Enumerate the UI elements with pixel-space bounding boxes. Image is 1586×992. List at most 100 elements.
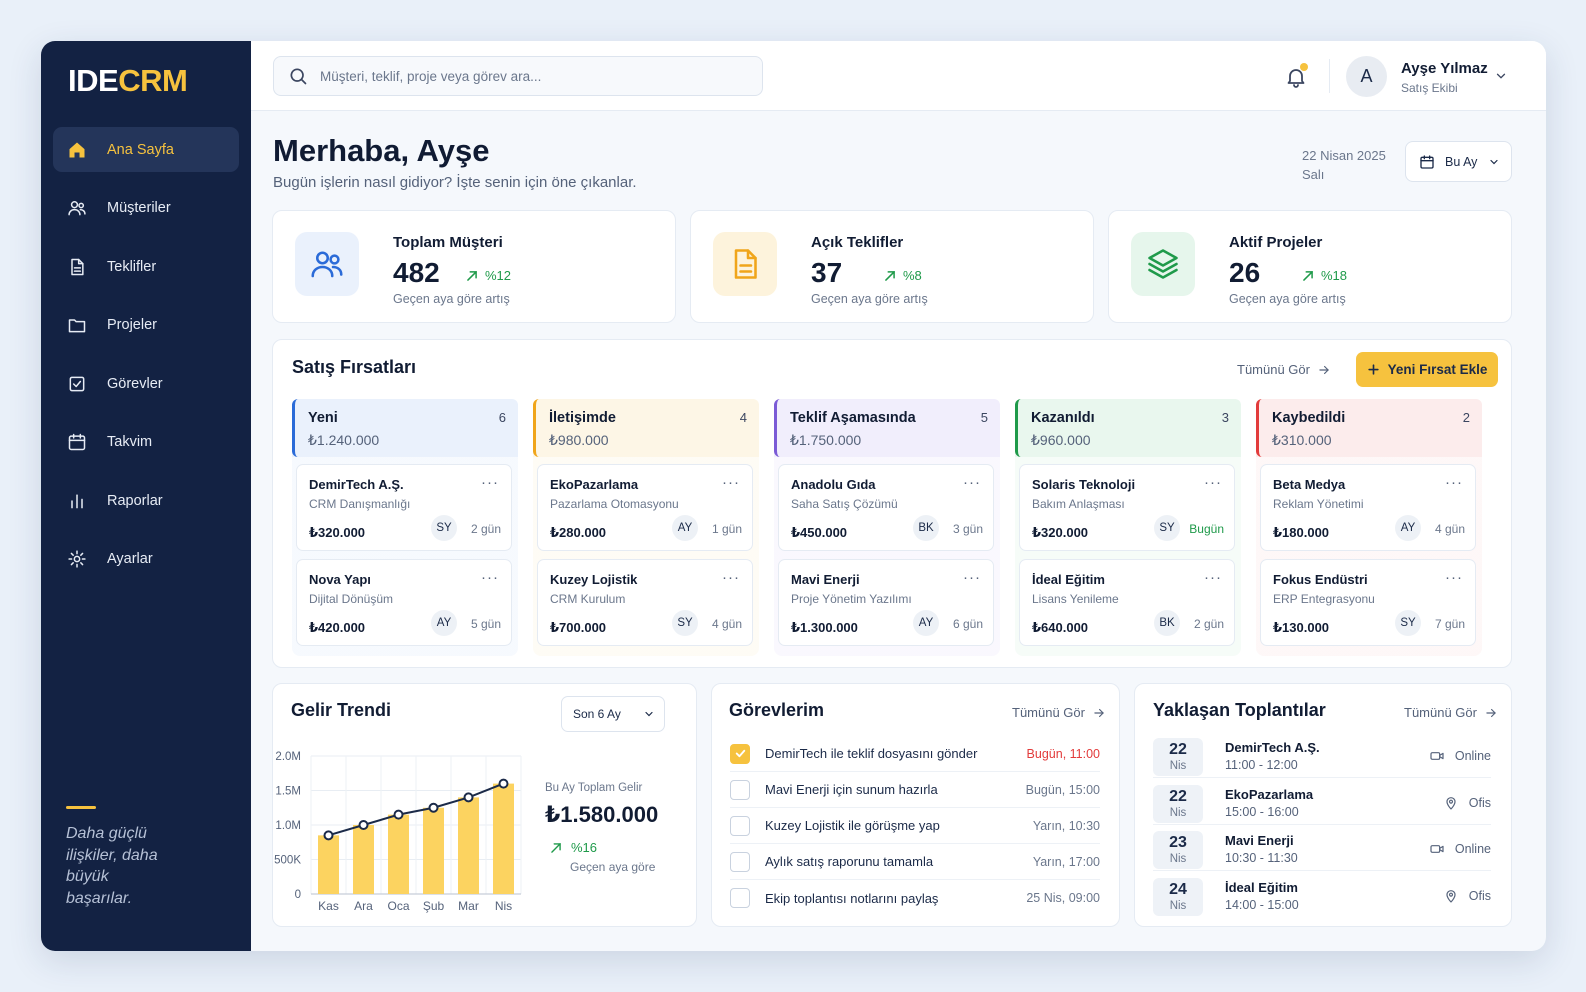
more-options-icon[interactable]: ··· — [963, 474, 981, 491]
pipeline-column: Teklif Aşamasında 5 ₺1.750.000 Anadolu G… — [774, 399, 1000, 656]
more-options-icon[interactable]: ··· — [1204, 569, 1222, 586]
meeting-day: 22 — [1169, 741, 1187, 758]
opportunity-card[interactable]: DemirTech A.Ş. CRM Danışmanlığı ₺320.000… — [296, 464, 512, 551]
sidebar-item-label: Raporlar — [107, 492, 163, 509]
more-options-icon[interactable]: ··· — [481, 569, 499, 586]
see-all-link[interactable]: Tümünü Gör — [1404, 705, 1498, 720]
task-item[interactable]: Kuzey Lojistik ile görüşme yap Yarın, 10… — [730, 808, 1100, 844]
trend-point — [428, 802, 439, 813]
meeting-item[interactable]: 22 Nis EkoPazarlama 15:00 - 16:00 Ofis — [1153, 781, 1491, 825]
add-opportunity-button[interactable]: Yeni Fırsat Ekle — [1356, 352, 1498, 387]
opportunity-card[interactable]: Kuzey Lojistik CRM Kurulum ₺700.000 ··· … — [537, 559, 753, 646]
card-age: 6 gün — [952, 617, 983, 631]
sidebar-item-raporlar[interactable]: Raporlar — [53, 478, 239, 523]
more-options-icon[interactable]: ··· — [481, 474, 499, 491]
more-options-icon[interactable]: ··· — [1445, 474, 1463, 491]
avatar[interactable]: A — [1346, 56, 1387, 97]
search-box[interactable] — [273, 56, 763, 96]
task-item[interactable]: Ekip toplantısı notlarını paylaş 25 Nis,… — [730, 880, 1100, 916]
plus-icon — [1367, 364, 1379, 375]
opportunity-card[interactable]: İdeal Eğitim Lisans Yenileme ₺640.000 ··… — [1019, 559, 1235, 646]
meeting-name: EkoPazarlama — [1225, 786, 1314, 802]
opportunity-card[interactable]: EkoPazarlama Pazarlama Otomasyonu ₺280.0… — [537, 464, 753, 551]
checkbox-icon — [69, 376, 85, 391]
meetings-panel: Yaklaşan Toplantılar Tümünü Gör 22 Nis De… — [1134, 683, 1512, 927]
logo[interactable]: IDECRM — [68, 63, 188, 99]
meeting-date: 22 Nis — [1153, 784, 1203, 823]
task-item[interactable]: Mavi Enerji için sunum hazırla Bugün, 15… — [730, 772, 1100, 808]
checkmark-icon — [735, 749, 745, 758]
stat-card[interactable]: Toplam Müşteri 482 %12 Geçen aya göre ar… — [272, 210, 676, 323]
opportunity-card[interactable]: Solaris Teknoloji Bakım Anlaşması ₺320.0… — [1019, 464, 1235, 551]
sidebar-item-label: Ana Sayfa — [107, 141, 174, 158]
meeting-location-label: Ofis — [1468, 795, 1491, 810]
period-select[interactable]: Bu Ay — [1405, 141, 1512, 182]
task-checkbox[interactable] — [730, 888, 750, 908]
sidebar-item-projeler[interactable]: Projeler — [53, 303, 239, 348]
task-checkbox[interactable] — [730, 815, 750, 836]
sidebar-item-label: Ayarlar — [107, 551, 153, 567]
column-count: 6 — [498, 410, 506, 425]
stat-card[interactable]: Açık Teklifler 37 %8 Geçen aya göre artı… — [690, 210, 1094, 323]
meeting-item[interactable]: 23 Nis Mavi Enerji 10:30 - 11:30 Online — [1153, 827, 1491, 871]
meeting-item[interactable]: 22 Nis DemirTech A.Ş. 11:00 - 12:00 Onlin… — [1153, 734, 1491, 778]
revenue-period-select[interactable]: Son 6 Ay — [561, 696, 665, 732]
stat-card[interactable]: Aktif Projeler 26 %18 Geçen aya göre art… — [1108, 210, 1512, 323]
meeting-date: 23 Nis — [1153, 831, 1203, 869]
column-count: 2 — [1462, 410, 1470, 425]
task-checkbox[interactable] — [730, 851, 750, 872]
sidebar-item-görevler[interactable]: Görevler — [53, 361, 239, 406]
sidebar-item-ayarlar[interactable]: Ayarlar — [53, 537, 239, 582]
task-checkbox[interactable] — [730, 779, 750, 800]
video-icon — [1430, 845, 1444, 853]
sidebar-item-teklifler[interactable]: Teklifler — [53, 244, 239, 289]
opportunity-card[interactable]: Fokus Endüstri ERP Entegrasyonu ₺130.000… — [1260, 559, 1476, 646]
task-text: Kuzey Lojistik ile görüşme yap — [765, 818, 940, 833]
meeting-month: Nis — [1169, 806, 1187, 819]
task-due: 25 Nis, 09:00 — [1026, 891, 1100, 905]
opportunity-card[interactable]: Anadolu Gıda Saha Satış Çözümü ₺450.000 … — [778, 464, 994, 551]
task-item[interactable]: Aylık satış raporunu tamamla Yarın, 17:0… — [730, 844, 1100, 880]
search-input[interactable] — [320, 68, 720, 84]
main-content: A Ayşe Yılmaz Satış Ekibi Merhaba, Ayşe … — [251, 41, 1546, 951]
more-options-icon[interactable]: ··· — [963, 569, 981, 586]
card-description: Bakım Anlaşması — [1032, 497, 1125, 511]
opportunity-card[interactable]: Mavi Enerji Proje Yönetim Yazılımı ₺1.30… — [778, 559, 994, 646]
gear-icon — [68, 550, 86, 568]
revenue-total-value: ₺1.580.000 — [545, 802, 659, 827]
sidebar-item-müşteriler[interactable]: Müşteriler — [53, 186, 239, 231]
arrow-right-icon — [1094, 708, 1104, 717]
column-name: Yeni — [308, 410, 338, 426]
column-count: 3 — [1221, 410, 1229, 425]
trend-up-icon — [885, 270, 895, 281]
bell-icon[interactable] — [1284, 65, 1308, 89]
pipeline-column: Kaybedildi 2 ₺310.000 Beta Medya Reklam … — [1256, 399, 1482, 656]
sidebar-item-takvim[interactable]: Takvim — [53, 420, 239, 465]
user-name[interactable]: Ayşe Yılmaz — [1401, 60, 1488, 77]
see-all-link[interactable]: Tümünü Gör — [1237, 362, 1331, 377]
bar — [458, 797, 479, 894]
users-icon — [68, 201, 86, 216]
card-company: Solaris Teknoloji — [1032, 477, 1136, 492]
section-title: Yaklaşan Toplantılar — [1153, 700, 1326, 720]
more-options-icon[interactable]: ··· — [1445, 569, 1463, 586]
chevron-down-icon[interactable] — [1494, 69, 1508, 83]
meeting-item[interactable]: 24 Nis İdeal Eğitim 14:00 - 15:00 Ofis — [1153, 874, 1491, 918]
section-title: Satış Fırsatları — [292, 357, 417, 377]
opportunity-card[interactable]: Nova Yapı Dijital Dönüşüm ₺420.000 ··· A… — [296, 559, 512, 646]
task-item[interactable]: DemirTech ile teklif dosyasını gönder Bu… — [730, 736, 1100, 772]
opportunity-card[interactable]: Beta Medya Reklam Yönetimi ₺180.000 ··· … — [1260, 464, 1476, 551]
owner-avatar: AY — [431, 610, 457, 636]
card-amount: ₺700.000 — [550, 620, 607, 635]
more-options-icon[interactable]: ··· — [1204, 474, 1222, 491]
task-checkbox[interactable] — [730, 743, 750, 764]
more-options-icon[interactable]: ··· — [722, 569, 740, 586]
stat-icon-tile — [295, 232, 359, 296]
see-all-link[interactable]: Tümünü Gör — [1012, 705, 1106, 720]
sidebar-item-label: Görevler — [107, 375, 163, 392]
date-display: 22 Nisan 2025 Salı — [1302, 146, 1386, 184]
stat-icon-tile — [1131, 232, 1195, 296]
card-description: Reklam Yönetimi — [1273, 497, 1364, 511]
sidebar-item-ana-sayfa[interactable]: Ana Sayfa — [53, 127, 239, 172]
more-options-icon[interactable]: ··· — [722, 474, 740, 491]
